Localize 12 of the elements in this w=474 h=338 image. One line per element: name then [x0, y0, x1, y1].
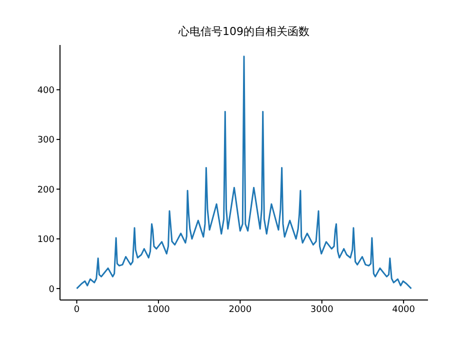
line-series [76, 56, 412, 290]
x-tick-label: 2000 [228, 304, 252, 315]
chart-title: 心电信号109的自相关函数 [177, 24, 310, 39]
x-tick-label: 4000 [392, 304, 416, 315]
x-tick-label: 3000 [310, 304, 334, 315]
x-tick-label: 0 [74, 304, 80, 315]
y-tick-label: 0 [48, 284, 55, 295]
y-tick-label: 400 [37, 86, 55, 96]
y-tick-label: 300 [37, 136, 55, 146]
y-tick-label: 100 [37, 235, 55, 246]
x-tick-label: 1000 [147, 304, 170, 315]
y-tick-label: 200 [37, 185, 55, 196]
